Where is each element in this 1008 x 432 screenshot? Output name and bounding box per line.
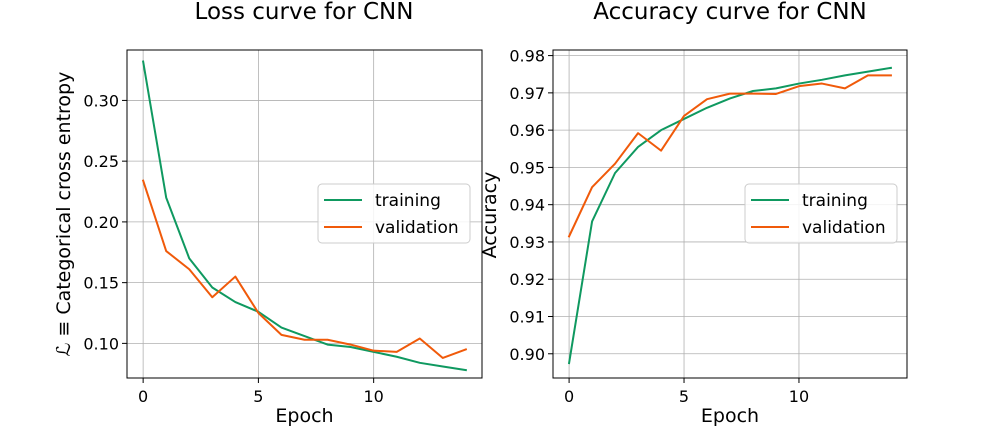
legend-label-training: training	[802, 191, 868, 211]
x-axis-label: Epoch	[701, 405, 759, 427]
chart-title: Loss curve for CNN	[195, 0, 414, 25]
y-tick-label: 0.95	[509, 158, 545, 177]
y-tick-label: 0.96	[509, 121, 545, 140]
plot-frame	[552, 49, 908, 379]
legend-label-validation: validation	[375, 218, 459, 238]
legend-box	[317, 183, 471, 244]
x-tick-label: 10	[789, 387, 809, 406]
plot-frame	[126, 49, 483, 379]
y-axis-label: ℒ ≡ Categorical cross entropy	[53, 72, 75, 357]
chart-title: Accuracy curve for CNN	[593, 0, 866, 25]
x-tick-label: 10	[363, 387, 383, 406]
y-tick-label: 0.20	[83, 213, 119, 232]
y-tick-label: 0.94	[509, 196, 545, 215]
legend-box	[744, 183, 898, 244]
legend: training validation	[317, 183, 471, 244]
y-tick-label: 0.10	[83, 334, 119, 353]
series-line-validation	[567, 74, 892, 238]
series-line-validation	[141, 179, 468, 359]
series-line-training	[141, 60, 468, 372]
x-tick-label: 0	[564, 387, 574, 406]
series-line-training	[567, 66, 893, 365]
y-tick-label: 0.15	[83, 274, 119, 293]
legend-label-training: training	[375, 191, 441, 211]
x-tick-label: 0	[138, 387, 148, 406]
y-tick-label: 0.91	[509, 308, 545, 327]
y-tick-label: 0.93	[509, 233, 545, 252]
chart-panel-0: 0 5 10 0.10 0.15 0.20 0.25 0.30 Loss curve for C…	[53, 0, 483, 427]
x-tick-label: 5	[253, 387, 263, 406]
x-axis-label: Epoch	[275, 405, 333, 427]
y-tick-label: 0.97	[509, 84, 545, 103]
y-tick-label: 0.90	[509, 345, 545, 364]
x-tick-label: 5	[679, 387, 689, 406]
y-tick-label: 0.98	[509, 47, 545, 66]
y-axis-label: Accuracy	[479, 172, 501, 259]
chart-panel-1: 0 5 10 0.90 0.91 0.92 0.93 0.94 0.95 0.96 0.97 0.98…	[479, 0, 908, 427]
y-tick-label: 0.25	[83, 152, 119, 171]
y-tick-label: 0.30	[83, 91, 119, 110]
legend: training validation	[744, 183, 898, 244]
legend-label-validation: validation	[802, 218, 886, 238]
y-tick-label: 0.92	[509, 270, 545, 289]
